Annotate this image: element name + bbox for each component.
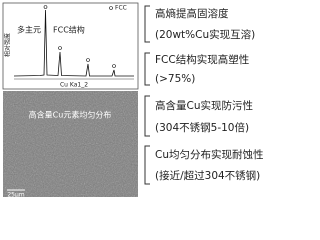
finding-claim: 高含量Cu实现防污性 — [155, 99, 253, 112]
bracket — [144, 95, 150, 137]
graphical-abstract: 相对强度 FCC 多主元 FCC结构 Cu Ka1_2 高含量Cu元素均匀分布 … — [2, 2, 264, 199]
annotation: FCC结构 — [53, 25, 85, 35]
xrd-panel: 相对强度 FCC 多主元 FCC结构 Cu Ka1_2 — [2, 2, 139, 90]
bracket — [144, 52, 150, 86]
annotation: 多主元 — [17, 25, 41, 35]
legend-label: FCC — [115, 5, 127, 12]
sem-caption: 高含量Cu元素均匀分布 — [29, 110, 112, 120]
finding-detail: (接近/超过304不锈钢) — [155, 169, 260, 182]
legend-marker — [109, 6, 113, 10]
y-axis-label: 相对强度 — [4, 33, 12, 57]
sem-texture — [3, 91, 138, 197]
scale-bar-label: 25μm — [7, 192, 24, 199]
findings: 高熵提高固溶度 (20wt%Cu实现互溶) FCC结构实现高塑性 (>75%) … — [144, 5, 264, 185]
sem-panel: 高含量Cu元素均匀分布 25μm — [3, 91, 138, 199]
bracket — [144, 145, 150, 185]
finding-claim: FCC结构实现高塑性 — [155, 53, 249, 66]
xrd-frame — [2, 2, 139, 90]
peak-marker — [58, 46, 62, 50]
xrd-pattern — [13, 9, 134, 77]
peak-marker — [112, 64, 116, 68]
peak-marker — [43, 5, 48, 9]
finding-claim: 高熵提高固溶度 — [155, 7, 229, 20]
finding-detail: (>75%) — [155, 73, 195, 85]
peak-markers — [43, 5, 116, 68]
finding-detail: (20wt%Cu实现互溶) — [155, 28, 255, 41]
finding-detail: (304不锈钢5-10倍) — [155, 121, 249, 134]
bracket — [144, 5, 150, 43]
x-axis-label: Cu Ka1_2 — [60, 82, 88, 89]
peak-marker — [86, 58, 90, 62]
finding-claim: Cu均匀分布实现耐蚀性 — [155, 148, 264, 161]
